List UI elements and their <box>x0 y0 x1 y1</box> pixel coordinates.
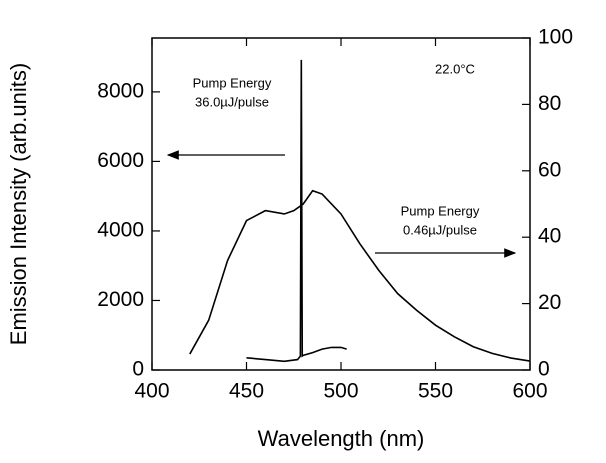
y-tick-label: 2000 <box>97 288 144 311</box>
y2-tick-label: 60 <box>538 158 561 181</box>
x-tick-label: 400 <box>134 380 169 403</box>
annotation: 0.46µJ/pulse <box>403 222 477 237</box>
y-tick-label: 0 <box>132 358 144 381</box>
y2-tick-label: 80 <box>538 92 561 115</box>
y-tick-label: 4000 <box>97 218 144 241</box>
y2-tick-label: 40 <box>538 225 561 248</box>
y-tick-label: 8000 <box>97 79 144 102</box>
data-line <box>246 59 347 363</box>
annotation: 36.0µJ/pulse <box>195 94 269 109</box>
data-line <box>189 189 531 362</box>
y-axis-label: Emission Intensity (arb.units) <box>6 63 31 345</box>
y2-tick-label: 20 <box>538 291 561 314</box>
x-tick-label: 550 <box>418 380 453 403</box>
x-axis-label: Wavelength (nm) <box>258 426 425 451</box>
y2-tick-label: 100 <box>538 26 573 49</box>
y-tick-label: 6000 <box>97 149 144 172</box>
annotation: Pump Energy <box>401 203 480 218</box>
x-tick-label: 450 <box>229 380 264 403</box>
annotation: Pump Energy <box>193 75 272 90</box>
annotation: 22.0°C <box>435 61 475 76</box>
x-tick-label: 600 <box>512 380 547 403</box>
x-tick-label: 500 <box>323 380 358 403</box>
y2-tick-label: 0 <box>538 358 550 381</box>
